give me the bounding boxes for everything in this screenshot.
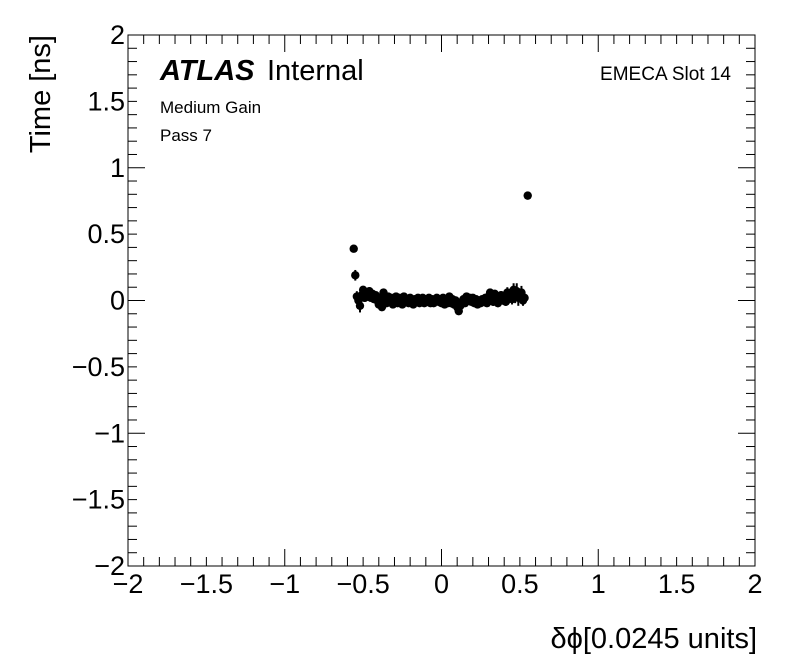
- data-point: [520, 293, 529, 303]
- internal-text: Internal: [267, 55, 364, 87]
- x-axis-title: δϕ[0.0245 units]: [550, 623, 757, 655]
- x-tick-label: 1.5: [658, 569, 696, 599]
- x-tick-labels: −2 −1.5 −1 −0.5 0 0.5 1 1.5 2: [113, 569, 763, 599]
- data-point: [355, 301, 365, 311]
- y-tick-label: 1.5: [87, 86, 125, 116]
- y-tick-label: 2: [110, 20, 125, 50]
- x-tick-label: −2: [113, 569, 144, 599]
- data-point: [523, 191, 532, 200]
- data-point: [349, 244, 358, 253]
- y-tick-label: −2: [94, 551, 125, 581]
- x-tick-label: 2: [747, 569, 762, 599]
- y-axis-title: Time [ns]: [25, 35, 57, 153]
- pass-label: Pass 7: [160, 126, 212, 145]
- slot-label: EMECA Slot 14: [600, 64, 731, 85]
- axis-ticks: [127, 34, 756, 567]
- y-tick-labels: −2 −1.5 −1 −0.5 0 0.5 1 1.5 2: [72, 20, 125, 581]
- y-tick-label: −1.5: [72, 485, 125, 515]
- y-tick-label: 1: [110, 153, 125, 183]
- x-tick-label: 0.5: [501, 569, 539, 599]
- data-points: [349, 191, 532, 316]
- y-tick-label: −1: [94, 418, 125, 448]
- x-tick-label: −1: [269, 569, 300, 599]
- gain-label: Medium Gain: [160, 98, 261, 117]
- x-tick-label: −1.5: [180, 569, 233, 599]
- y-tick-label: −0.5: [72, 352, 125, 382]
- atlas-logo-text: ATLAS: [159, 55, 255, 87]
- x-tick-label: 0: [434, 569, 449, 599]
- x-tick-label: −0.5: [336, 569, 389, 599]
- atlas-label: ATLAS Internal: [159, 55, 364, 87]
- y-tick-label: 0.5: [87, 219, 125, 249]
- x-tick-label: 1: [591, 569, 606, 599]
- y-tick-label: 0: [110, 286, 125, 316]
- data-point: [351, 271, 360, 280]
